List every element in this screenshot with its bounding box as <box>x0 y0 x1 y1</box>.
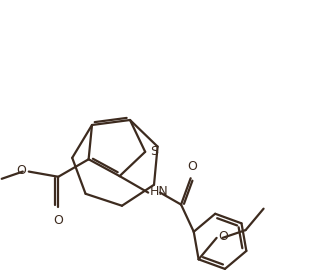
Text: HN: HN <box>150 185 169 198</box>
Text: O: O <box>219 230 229 243</box>
Text: O: O <box>188 160 198 173</box>
Text: O: O <box>16 164 26 177</box>
Text: S: S <box>150 145 158 158</box>
Text: O: O <box>53 214 63 227</box>
